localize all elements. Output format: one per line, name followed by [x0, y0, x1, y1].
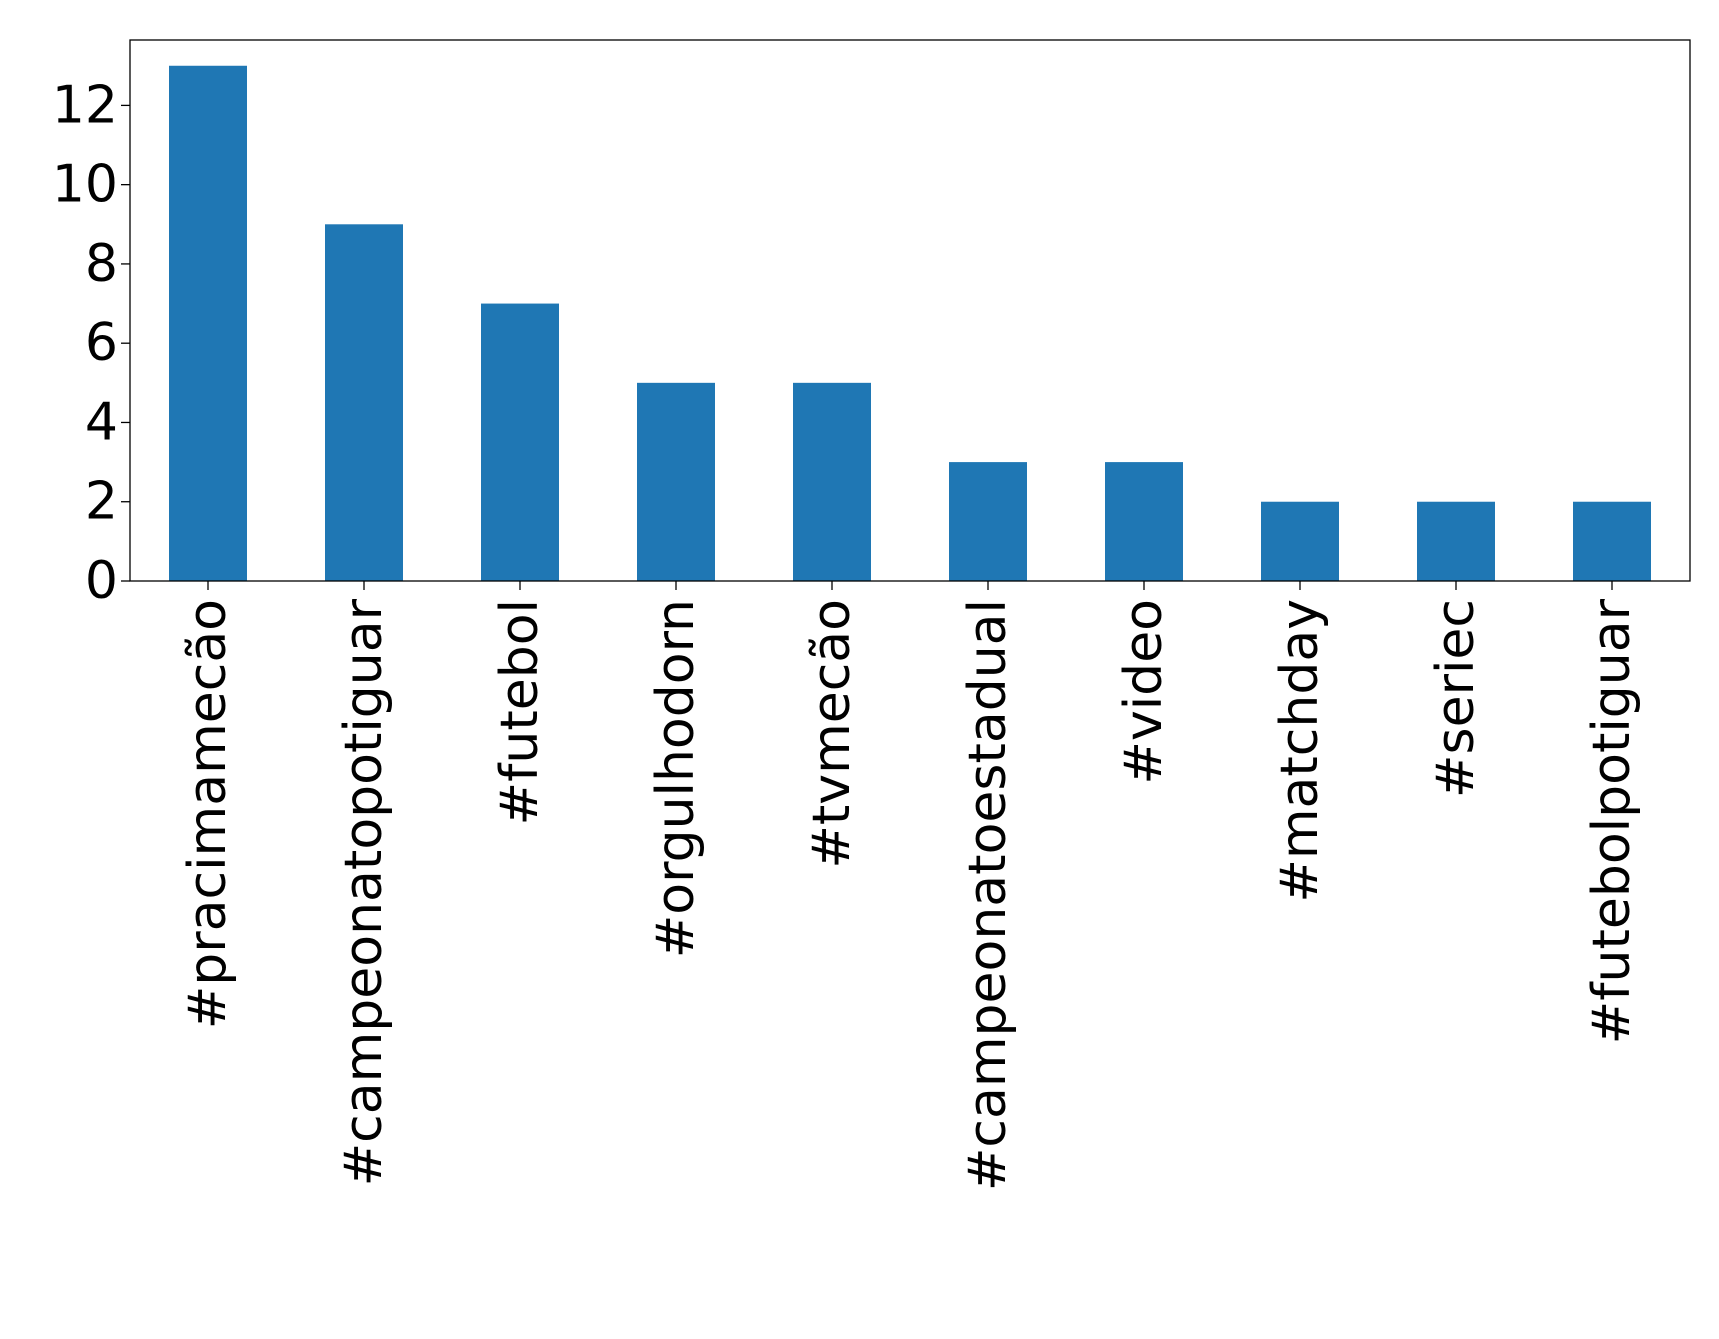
- y-tick-label-3: 6: [85, 313, 118, 373]
- bar-3: [637, 382, 715, 581]
- plot-frame: [129, 39, 1691, 582]
- x-tick-label-4: #tvmecão: [802, 599, 862, 869]
- y-tick-label-5: 10: [52, 155, 118, 215]
- bars-group: [169, 65, 1651, 582]
- x-tick-label-9: #futebolpotiguar: [1582, 598, 1642, 1044]
- bar-2: [481, 303, 559, 581]
- x-tick-label-7: #matchday: [1270, 599, 1330, 903]
- y-tick-label-0: 0: [85, 551, 118, 611]
- y-tick-label-4: 8: [85, 234, 118, 294]
- bar-5: [949, 462, 1027, 581]
- bar-7: [1261, 501, 1339, 581]
- bar-1: [325, 224, 403, 582]
- y-axis: 0 2 4 6 8 10 12: [52, 75, 130, 611]
- bar-4: [793, 382, 871, 581]
- y-tick-label-2: 4: [85, 392, 118, 452]
- x-tick-label-3: #orgulhodorn: [646, 599, 706, 958]
- y-tick-label-1: 2: [85, 472, 118, 532]
- x-tick-label-5: #campeonatoestadual: [958, 599, 1018, 1191]
- y-tick-label-6: 12: [52, 75, 118, 135]
- x-tick-label-6: #video: [1114, 599, 1174, 785]
- bar-6: [1105, 462, 1183, 581]
- x-tick-label-1: #campeonatopotiguar: [334, 598, 394, 1186]
- bar-8: [1417, 501, 1495, 581]
- bar-9: [1573, 501, 1651, 581]
- bar-0: [169, 65, 247, 581]
- x-axis: #pracimamecão #campeonatopotiguar #futebol…: [178, 581, 1642, 1191]
- x-tick-label-8: #seriec: [1426, 599, 1486, 798]
- x-tick-label-2: #futebol: [490, 599, 550, 825]
- x-tick-label-0: #pracimamecão: [178, 599, 238, 1029]
